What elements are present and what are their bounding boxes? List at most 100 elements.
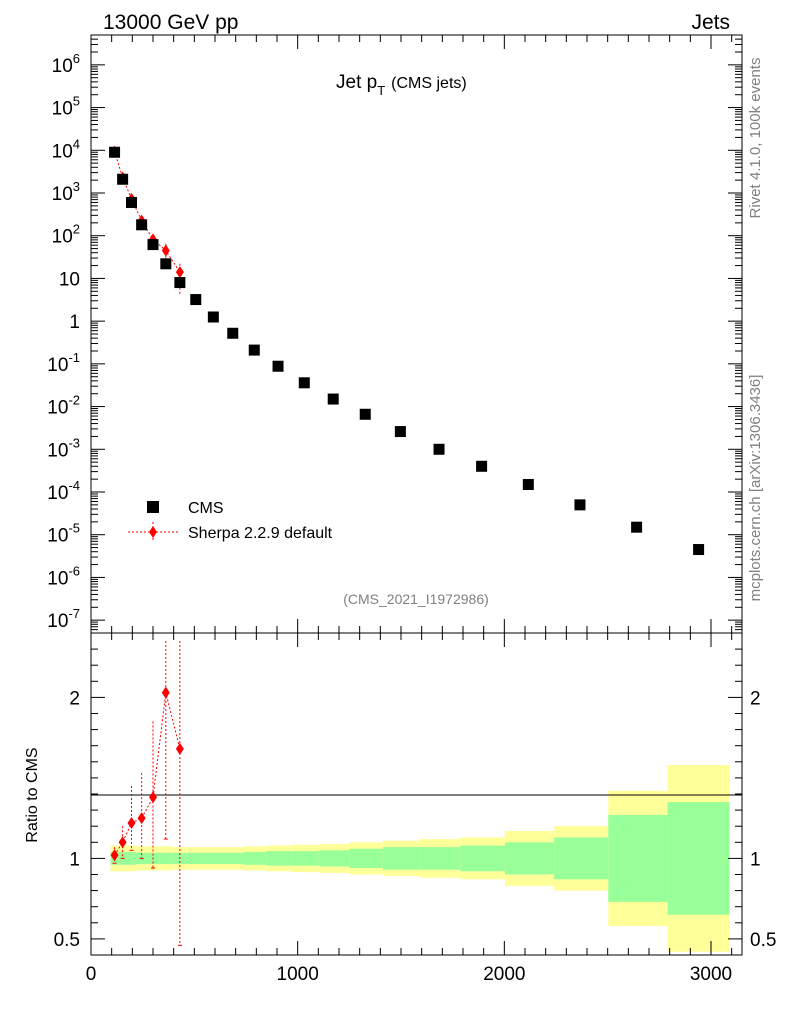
legend: CMS Sherpa 2.2.9 default <box>128 500 333 542</box>
title-subscript: T <box>377 83 385 98</box>
source-label: mcplots.cern.ch [arXiv:1306.3436] <box>747 375 764 602</box>
band-inner <box>667 802 730 915</box>
main-panel: 10-7 10-6 10-5 10-4 10-3 10-2 10-1 1 10 102 103 104… <box>47 34 743 634</box>
energy-label: 13000 GeV pp <box>103 11 238 34</box>
legend-sherpa-label: Sherpa 2.2.9 default <box>188 525 333 542</box>
x-tick-label: 2000 <box>483 964 525 985</box>
sherpa-point <box>175 266 184 279</box>
y-tick-label: 102 <box>52 222 80 248</box>
cms-point <box>109 146 121 158</box>
sherpa-ratio-point <box>137 812 146 825</box>
ratio-y-label-right: 0.5 <box>750 930 776 951</box>
cms-point <box>160 258 172 270</box>
sherpa-line <box>114 151 181 273</box>
y-tick-label: 10-4 <box>47 478 80 504</box>
main-axis-ticks <box>90 34 742 634</box>
y-tick-label: 1 <box>69 312 80 333</box>
ratio-panel: 0.5 0.5 1 1 2 2 0 1000 2000 3000 Ratio to CMS <box>24 632 777 985</box>
band-inner <box>187 852 205 865</box>
cms-point <box>147 239 159 251</box>
title-suffix: (CMS jets) <box>391 75 467 92</box>
sherpa-series-main <box>110 145 184 296</box>
band-inner <box>318 850 350 867</box>
sherpa-ratio-point <box>118 836 127 849</box>
y-tick-label: 10 <box>59 269 80 290</box>
x-tick-labels: 0 1000 2000 3000 <box>86 964 732 985</box>
ratio-y-label-left: 1 <box>69 849 80 870</box>
cms-point <box>190 294 202 306</box>
cms-point <box>693 544 705 556</box>
rivet-version-label: Rivet 4.1.0, 100k events <box>747 58 764 219</box>
cms-point <box>248 344 260 356</box>
cms-point <box>174 277 186 289</box>
sherpa-ratio-point <box>149 791 157 804</box>
x-tick-label: 0 <box>86 964 97 985</box>
sherpa-ratio-point <box>161 686 170 699</box>
band-inner <box>243 851 267 865</box>
plot-title: Jet pT (CMS jets) <box>336 72 467 98</box>
y-tick-label: 10-1 <box>47 350 80 376</box>
ratio-y-label-right: 2 <box>750 688 761 709</box>
cms-point <box>433 443 445 455</box>
cms-point <box>476 460 488 472</box>
legend-cms-label: CMS <box>188 500 224 517</box>
sherpa-ratio-point <box>127 816 136 829</box>
y-tick-label: 104 <box>52 136 80 162</box>
band-inner <box>204 852 224 865</box>
category-label: Jets <box>691 11 730 34</box>
cms-point <box>327 393 339 405</box>
title-main: Jet p <box>336 72 377 93</box>
band-inner <box>349 848 383 869</box>
band-inner <box>266 851 292 866</box>
x-tick-label: 3000 <box>690 964 732 985</box>
band-inner <box>223 852 244 865</box>
cms-point <box>136 219 148 231</box>
cms-point <box>227 327 239 339</box>
cms-point <box>117 173 129 185</box>
y-tick-label: 106 <box>52 51 80 77</box>
cms-point <box>522 478 534 490</box>
legend-sherpa-marker <box>149 526 157 538</box>
sherpa-ratio-point <box>110 849 119 862</box>
y-tick-label: 105 <box>52 94 80 120</box>
sherpa-series-ratio <box>110 641 184 946</box>
cms-point <box>126 196 138 208</box>
band-inner <box>291 851 319 866</box>
band-inner <box>159 852 173 865</box>
y-tick-label: 10-3 <box>47 435 80 461</box>
y-tick-label: 10-2 <box>47 393 80 419</box>
sherpa-ratio-line <box>114 692 181 856</box>
main-y-tick-labels: 10-7 10-6 10-5 10-4 10-3 10-2 10-1 1 10 102 103 104… <box>47 51 80 632</box>
y-tick-label: 10-6 <box>47 563 80 589</box>
cms-point <box>631 521 643 533</box>
y-tick-label: 10-5 <box>47 521 80 547</box>
x-tick-label: 1000 <box>277 964 319 985</box>
cms-point <box>298 377 310 389</box>
cms-point <box>394 426 406 438</box>
y-tick-label: 103 <box>52 179 80 205</box>
band-inner <box>419 847 461 870</box>
analysis-id-label: (CMS_2021_I1972986) <box>343 591 489 607</box>
ratio-y-label-left: 2 <box>69 688 80 709</box>
cms-series-main <box>109 146 705 556</box>
cms-point <box>574 499 586 511</box>
y-tick-label: 10-7 <box>47 606 80 632</box>
cms-point <box>272 360 284 372</box>
ratio-ylabel: Ratio to CMS <box>24 747 41 842</box>
cms-point <box>359 408 371 420</box>
sherpa-point <box>161 244 170 257</box>
legend-cms-marker <box>147 501 159 513</box>
main-frame <box>90 34 743 634</box>
ratio-y-label-right: 1 <box>750 849 761 870</box>
band-inner <box>382 847 420 870</box>
band-inner <box>460 845 505 872</box>
ratio-y-label-left: 0.5 <box>54 930 80 951</box>
band-inner <box>504 842 555 875</box>
band-inner <box>127 851 137 865</box>
sherpa-ratio-point <box>175 742 184 755</box>
cms-point <box>207 311 219 323</box>
ratio-frame <box>90 632 743 956</box>
ratio-y-tick-labels: 0.5 0.5 1 1 2 2 <box>54 688 777 951</box>
band-inner <box>608 814 668 902</box>
